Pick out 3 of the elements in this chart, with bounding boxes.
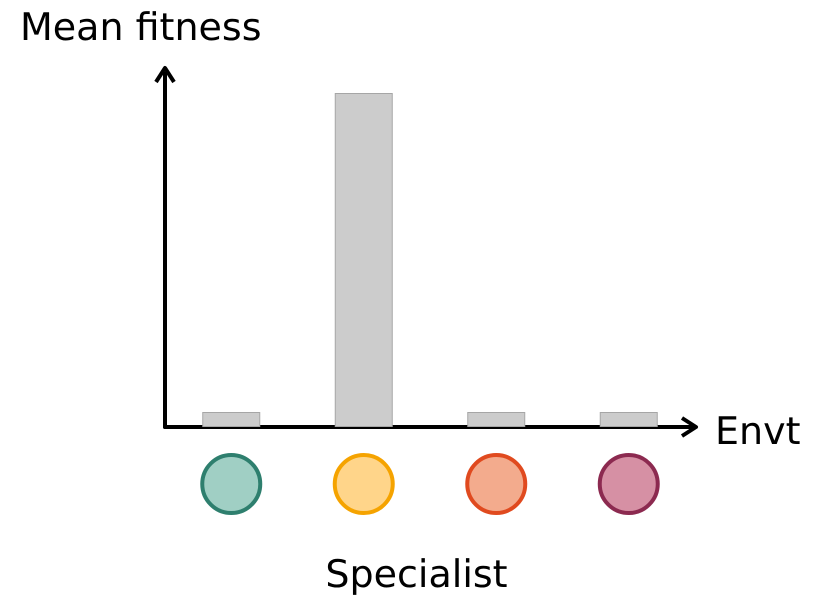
y-axis-title: Mean fitness (20, 5, 262, 49)
x-axis-title: Envt (715, 409, 800, 453)
text: Specialist (325, 552, 508, 596)
